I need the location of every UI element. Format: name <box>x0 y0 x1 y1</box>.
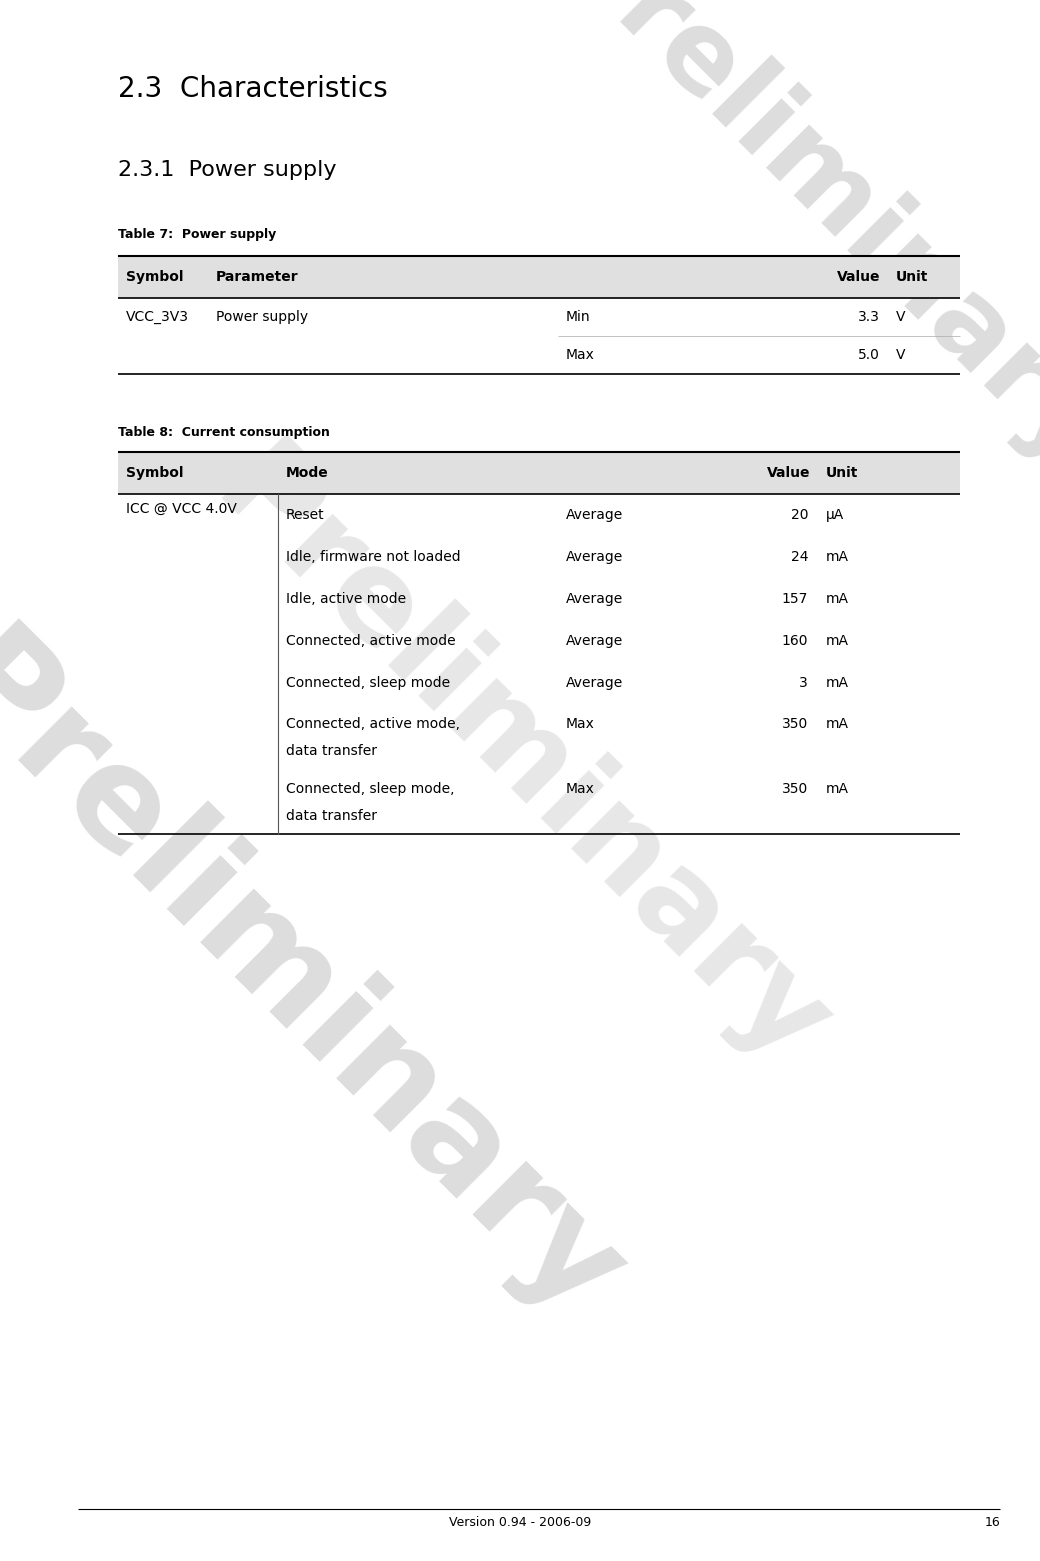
Text: 160: 160 <box>781 634 808 648</box>
Text: Symbol: Symbol <box>126 467 183 479</box>
Text: Connected, sleep mode: Connected, sleep mode <box>286 676 450 690</box>
Text: Average: Average <box>566 592 623 606</box>
Text: mA: mA <box>826 549 849 564</box>
Text: 2.3  Characteristics: 2.3 Characteristics <box>118 75 388 103</box>
Text: 350: 350 <box>782 782 808 796</box>
Text: Average: Average <box>566 507 623 521</box>
Text: Unit: Unit <box>896 270 929 284</box>
Text: Preliminary: Preliminary <box>189 431 851 1091</box>
Text: ICC @ VCC 4.0V: ICC @ VCC 4.0V <box>126 501 237 515</box>
Text: Table 7:  Power supply: Table 7: Power supply <box>118 228 277 240</box>
Text: Connected, active mode: Connected, active mode <box>286 634 456 648</box>
Text: Idle, active mode: Idle, active mode <box>286 592 407 606</box>
Text: Reset: Reset <box>286 507 324 521</box>
Text: µA: µA <box>826 507 844 521</box>
Text: 24: 24 <box>790 549 808 564</box>
Text: Connected, active mode,: Connected, active mode, <box>286 716 460 731</box>
Text: mA: mA <box>826 592 849 606</box>
Text: mA: mA <box>826 716 849 731</box>
Text: Power supply: Power supply <box>216 311 308 325</box>
Text: V: V <box>896 311 906 325</box>
Text: 3.3: 3.3 <box>858 311 880 325</box>
Text: Unit: Unit <box>826 467 858 479</box>
Text: Idle, firmware not loaded: Idle, firmware not loaded <box>286 549 461 564</box>
Text: 5.0: 5.0 <box>858 348 880 362</box>
Text: Mode: Mode <box>286 467 329 479</box>
Text: Value: Value <box>836 270 880 284</box>
Text: Parameter: Parameter <box>216 270 298 284</box>
Text: 20: 20 <box>790 507 808 521</box>
Text: Symbol: Symbol <box>126 270 183 284</box>
Text: 2.3.1  Power supply: 2.3.1 Power supply <box>118 159 337 180</box>
Text: Average: Average <box>566 676 623 690</box>
Text: Average: Average <box>566 549 623 564</box>
Text: Value: Value <box>766 467 810 479</box>
Text: 157: 157 <box>782 592 808 606</box>
Text: Max: Max <box>566 782 595 796</box>
Text: data transfer: data transfer <box>286 809 378 823</box>
Text: Version 0.94 - 2006-09: Version 0.94 - 2006-09 <box>449 1516 591 1530</box>
Text: 350: 350 <box>782 716 808 731</box>
Text: Max: Max <box>566 348 595 362</box>
Text: Average: Average <box>566 634 623 648</box>
Text: data transfer: data transfer <box>286 743 378 757</box>
Text: Preliminary: Preliminary <box>536 0 1040 493</box>
Text: mA: mA <box>826 634 849 648</box>
Text: Max: Max <box>566 716 595 731</box>
Text: Connected, sleep mode,: Connected, sleep mode, <box>286 782 454 796</box>
Text: mA: mA <box>826 782 849 796</box>
Text: mA: mA <box>826 676 849 690</box>
Bar <box>118 256 960 298</box>
Text: 3: 3 <box>800 676 808 690</box>
Text: Table 8:  Current consumption: Table 8: Current consumption <box>118 426 330 439</box>
Bar <box>118 453 960 493</box>
Text: VCC_3V3: VCC_3V3 <box>126 311 189 325</box>
Text: Preliminary: Preliminary <box>0 613 648 1349</box>
Text: V: V <box>896 348 906 362</box>
Text: Min: Min <box>566 311 591 325</box>
Text: 16: 16 <box>984 1516 1000 1530</box>
